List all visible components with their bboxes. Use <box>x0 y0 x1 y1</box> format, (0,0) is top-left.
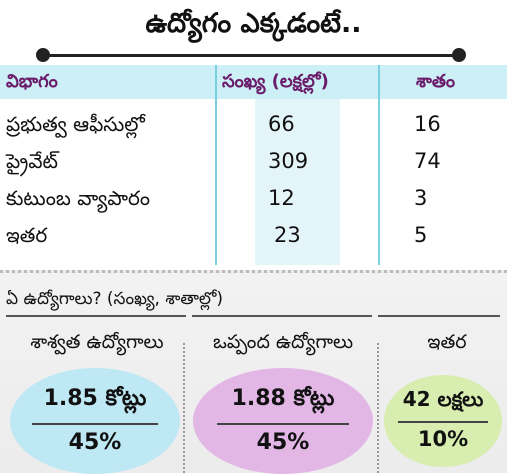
subtitle-rule <box>6 315 186 317</box>
title-rule-dot-right <box>452 48 466 62</box>
row-percent: 5 <box>414 223 428 247</box>
header-category: విభాగం <box>6 71 58 92</box>
group-divider-line <box>398 421 488 423</box>
group-percent: 10% <box>417 427 469 451</box>
table-header-row: విభాగం సంఖ్య (లక్షల్లో) శాతం <box>0 65 507 99</box>
group-amount: 1.88 కోట్లు <box>231 386 335 411</box>
group-divider-line <box>32 423 158 425</box>
group-divider-line <box>217 423 349 425</box>
row-category: ఇతర <box>6 223 48 247</box>
subtitle-rule <box>378 315 500 317</box>
title-rule-dot-left <box>36 48 50 62</box>
group-label: ఒప్పంద ఉద్యోగాలు <box>212 331 354 353</box>
row-category: ప్రభుత్వ ఆఫీసుల్లో <box>6 112 145 136</box>
header-percent: శాతం <box>416 71 456 92</box>
group-amount: 1.85 కోట్లు <box>43 386 147 411</box>
group-divider <box>183 343 185 473</box>
group-label: శాశ్వత ఉద్యోగాలు <box>30 331 164 353</box>
row-percent: 74 <box>414 149 441 173</box>
group-divider <box>377 343 379 473</box>
summary-panel: ఏ ఉద్యోగాలు? (సంఖ్య, శాతాల్లో) శాశ్వత ఉద… <box>0 270 507 474</box>
row-count: 12 <box>268 186 295 210</box>
row-count: 66 <box>268 112 295 136</box>
table-divider <box>378 65 380 265</box>
group-amount: 42 లక్షలు <box>402 387 484 411</box>
table-row: ఇతర 23 5 <box>0 217 507 254</box>
table-row: ప్రైవేట్ 309 74 <box>0 143 507 180</box>
count-column-band <box>255 99 340 265</box>
row-percent: 3 <box>414 186 428 210</box>
row-count: 309 <box>268 149 309 173</box>
row-count: 23 <box>274 223 301 247</box>
title-rule <box>40 54 460 57</box>
table-row: ప్రభుత్వ ఆఫీసుల్లో 66 16 <box>0 106 507 143</box>
subtitle-rule <box>192 315 372 317</box>
page-title: ఉద్యోగం ఎక్కడంటే.. <box>145 8 362 39</box>
row-percent: 16 <box>414 112 441 136</box>
group-ellipse: 1.85 కోట్లు 45% <box>10 368 180 474</box>
summary-subtitle: ఏ ఉద్యోగాలు? (సంఖ్య, శాతాల్లో) <box>6 289 224 309</box>
table-divider <box>215 65 217 265</box>
group-label: ఇతర <box>427 331 467 353</box>
row-category: ప్రైవేట్ <box>6 149 58 173</box>
table-row: కుటుంబ వ్యాపారం 12 3 <box>0 180 507 217</box>
row-category: కుటుంబ వ్యాపారం <box>6 186 150 210</box>
header-count: సంఖ్య (లక్షల్లో) <box>222 71 329 92</box>
group-ellipse: 1.88 కోట్లు 45% <box>193 368 373 474</box>
group-ellipse: 42 లక్షలు 10% <box>384 375 502 467</box>
group-percent: 45% <box>256 430 310 455</box>
group-percent: 45% <box>68 430 122 455</box>
